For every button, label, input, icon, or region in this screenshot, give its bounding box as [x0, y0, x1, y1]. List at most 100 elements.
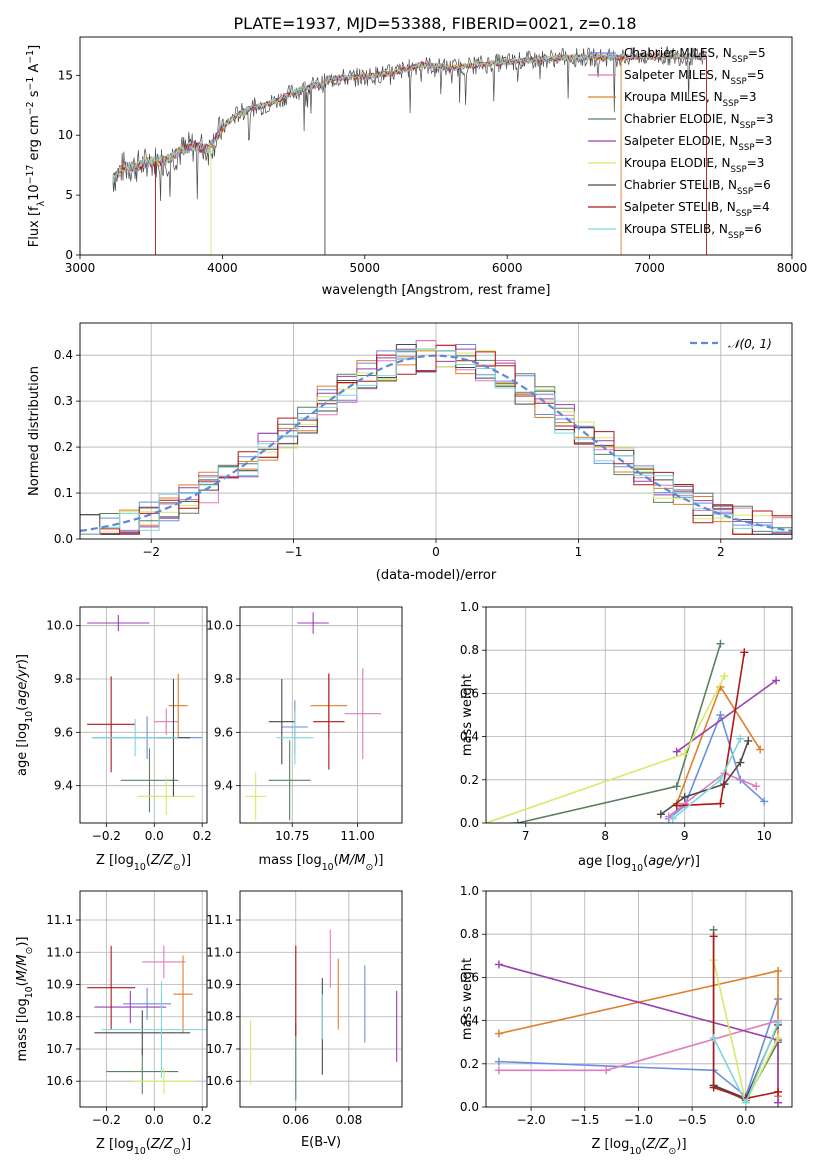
axes-frame	[485, 606, 793, 824]
y-tick-label: 10.0	[46, 619, 73, 633]
mass-weight-marker	[716, 639, 725, 648]
axes-frame	[79, 36, 793, 256]
x-tick-label: 2	[717, 545, 725, 559]
legend-label: Kroupa STELIB, NSSP=6	[624, 222, 762, 241]
x-tick-label: 10.75	[275, 829, 309, 843]
y-tick-label: 9.6	[54, 725, 73, 739]
y-tick-label: 10.0	[206, 619, 233, 633]
legend-label: Salpeter MILES, NSSP=5	[624, 68, 764, 87]
x-axis-label: mass [log10(M/M⊙)]	[259, 853, 384, 873]
x-tick-label: 3000	[65, 261, 96, 275]
legend-label: Chabrier ELODIE, NSSP=3	[624, 112, 773, 131]
y-tick-label: 10.7	[206, 1042, 233, 1056]
x-axis-label: (data-model)/error	[376, 568, 497, 583]
y-tick-label: 0.6	[460, 970, 479, 984]
y-tick-label: 0.4	[460, 1014, 479, 1028]
spectrum-line-6	[112, 45, 707, 201]
y-tick-label: 0.0	[54, 532, 73, 546]
mass-weight-marker	[774, 1033, 783, 1042]
x-tick-label: −2.0	[517, 1113, 546, 1127]
y-tick-label: 0.8	[460, 927, 479, 941]
x-tick-label: −0.2	[92, 829, 121, 843]
x-tick-label: −1.5	[570, 1113, 599, 1127]
y-axis-label: Normed distribution	[27, 366, 42, 496]
mass-weight-marker	[672, 801, 681, 810]
mass-weight-marker	[680, 749, 689, 758]
y-axis-label: mass weight	[460, 674, 475, 756]
axes-frame	[485, 890, 793, 1108]
normal-curve	[79, 354, 793, 532]
axes-frame	[239, 606, 403, 824]
x-tick-label: 5000	[350, 261, 381, 275]
y-tick-label: 0.2	[460, 773, 479, 787]
y-tick-label: 9.6	[214, 725, 233, 739]
x-tick-label: 10	[757, 829, 772, 843]
x-tick-label: 4000	[207, 261, 238, 275]
y-axis-label: Flux [fλ10−17 erg cm−2 s−1 A−1]	[25, 45, 47, 247]
mass-weight-line-7	[712, 936, 779, 1100]
mass-weight-marker	[709, 1033, 718, 1042]
mass-weight-marker	[656, 810, 665, 819]
y-tick-label: 0.4	[460, 730, 479, 744]
y-tick-label: 1.0	[460, 884, 479, 898]
y-tick-label: 0.8	[460, 643, 479, 657]
x-axis-label: age [log10(age/yr)]	[578, 854, 700, 874]
mass-weight-marker	[752, 782, 761, 791]
mass-weight-marker	[513, 819, 522, 823]
legend-label: Kroupa ELODIE, NSSP=3	[624, 156, 764, 175]
y-tick-label: 10.6	[46, 1074, 73, 1088]
x-axis-label: Z [log10(Z/Z⊙)]	[96, 853, 191, 873]
mass-weight-marker	[494, 960, 503, 969]
legend-label: Salpeter ELODIE, NSSP=3	[624, 134, 772, 153]
mass-weight-marker	[672, 782, 681, 791]
y-tick-label: 0.4	[54, 348, 73, 362]
mass-weight-marker	[709, 1083, 718, 1092]
x-tick-label: −0.5	[678, 1113, 707, 1127]
mass-weight-marker	[494, 1057, 503, 1066]
panel-spectrum: 3000 4000 5000 6000 7000 8000 0 5 10 15 wavelength…	[25, 36, 808, 298]
x-tick-label: −1	[285, 545, 303, 559]
mass-weight-marker	[736, 758, 745, 767]
y-tick-label: 0.3	[54, 394, 73, 408]
y-axis-label: age [log10(age/yr)]	[15, 654, 35, 776]
legend-label: Chabrier STELIB, NSSP=6	[624, 178, 771, 197]
y-tick-label: 11.0	[46, 945, 73, 959]
mass-weight-marker	[716, 799, 725, 808]
axes-frame	[79, 322, 793, 540]
y-tick-label: 0.0	[460, 1100, 479, 1114]
legend-label: Chabrier MILES, NSSP=5	[624, 46, 766, 65]
x-tick-label: 0.2	[193, 1113, 212, 1127]
mass-weight-marker	[741, 1098, 750, 1107]
x-axis-label: Z [log10(Z/Z⊙)]	[96, 1137, 191, 1157]
y-tick-label: 11.0	[206, 945, 233, 959]
y-tick-label: 10.8	[46, 1010, 73, 1024]
x-tick-label: 0.0	[145, 1113, 164, 1127]
x-tick-label: 0.08	[336, 1113, 363, 1127]
x-axis-label: Z [log10(Z/Z⊙)]	[591, 1137, 686, 1157]
mass-weight-marker	[602, 1066, 611, 1075]
mass-weight-marker	[744, 736, 753, 745]
x-tick-label: 0	[432, 545, 440, 559]
x-tick-label: 11.00	[340, 829, 374, 843]
y-tick-label: 9.4	[214, 779, 233, 793]
y-tick-label: 0.2	[460, 1057, 479, 1071]
mass-weight-marker	[494, 1029, 503, 1038]
mass-weight-marker	[774, 1087, 783, 1096]
legend-label: 𝒩(0, 1)	[728, 337, 772, 351]
x-tick-label: 8000	[777, 261, 808, 275]
x-tick-label: −1.0	[624, 1113, 653, 1127]
y-tick-label: 0.0	[460, 816, 479, 830]
y-tick-label: 10	[58, 128, 73, 142]
x-tick-label: 1	[575, 545, 583, 559]
panel-mass-vs-Z: −0.2 0.0 0.2 10.6 10.7 10.8 10.9 11.0 11.1 Z [log…	[15, 890, 212, 1157]
panel-mass-weight-vs-age: 7 8 9 10 0.0 0.2 0.4 0.6 0.8 1.0 age [log10(age/yr…	[460, 600, 793, 874]
y-tick-label: 1.0	[460, 600, 479, 614]
y-tick-label: 10.7	[46, 1042, 73, 1056]
mass-weight-line-0	[498, 998, 779, 1098]
mass-weight-marker	[709, 932, 718, 941]
y-tick-label: 9.8	[54, 672, 73, 686]
y-tick-label: 10.6	[206, 1074, 233, 1088]
y-tick-label: 0.6	[460, 686, 479, 700]
panel-residuals: −2 −1 0 1 2 0.0 0.1 0.2 0.3 0.4 (data-model)/error…	[27, 322, 793, 583]
